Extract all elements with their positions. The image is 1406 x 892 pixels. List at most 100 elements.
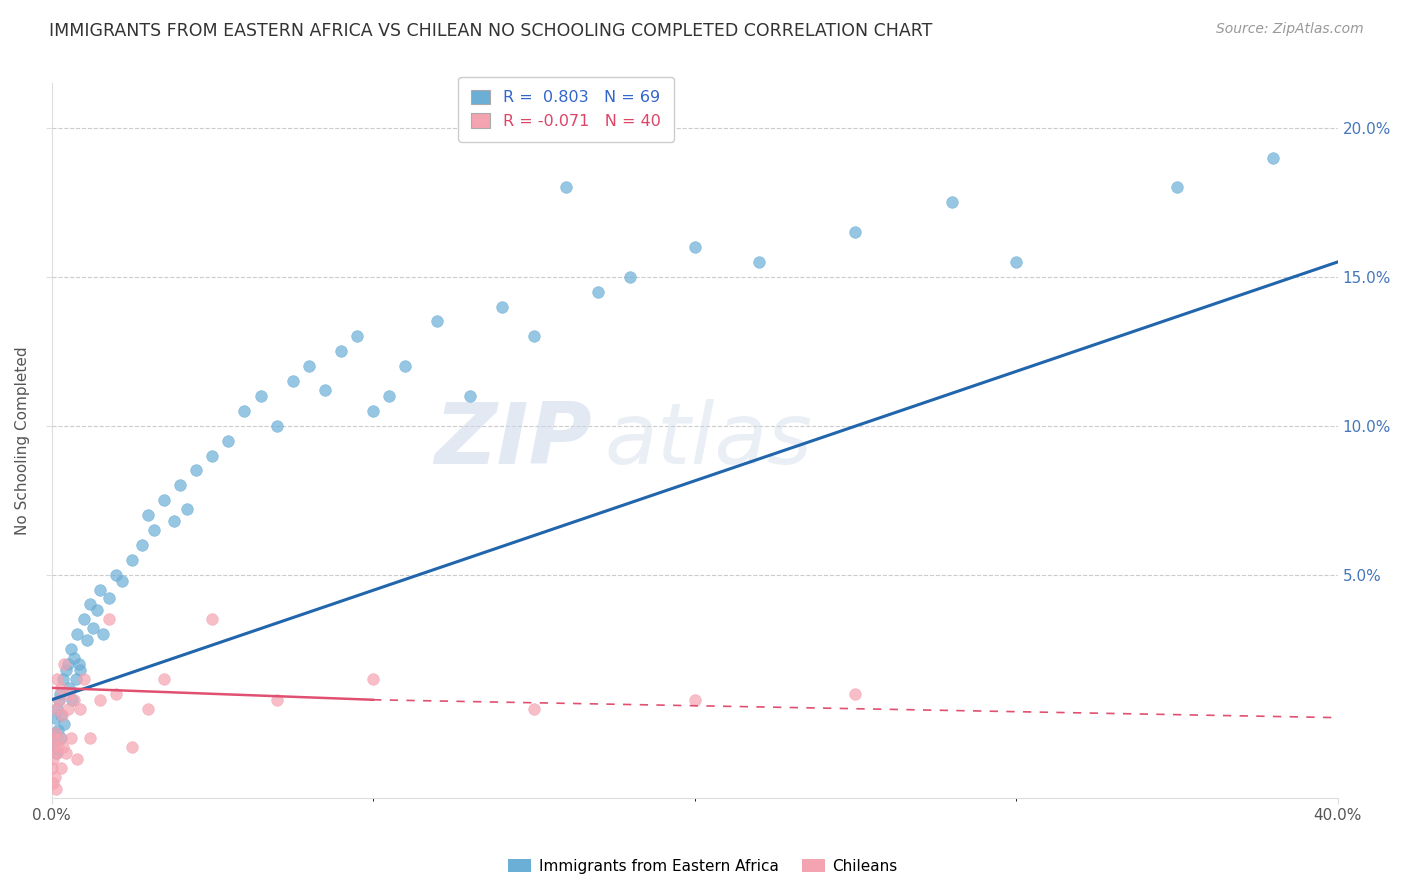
Point (249, 389, 271, 403)
Point (42, 740, 65, 755)
Point (361, 404, 384, 418)
Point (41, 761, 63, 775)
Point (104, 567, 127, 582)
Point (45, 782, 67, 797)
Point (44, 711, 66, 725)
Point (59, 731, 82, 746)
Point (121, 740, 143, 755)
Point (42, 776, 65, 790)
Point (111, 574, 134, 588)
Point (67, 657, 90, 671)
Point (62, 692, 84, 706)
Point (523, 329, 546, 343)
Point (53, 716, 76, 731)
Point (56, 702, 79, 716)
Text: Source: ZipAtlas.com: Source: ZipAtlas.com (1216, 22, 1364, 37)
Point (136, 508, 159, 522)
Point (58, 681, 80, 695)
Point (46, 672, 69, 686)
Point (491, 300, 513, 314)
Point (1166, 180, 1188, 194)
Legend: R =  0.803   N = 69, R = -0.071   N = 40: R = 0.803 N = 69, R = -0.071 N = 40 (458, 77, 673, 142)
Point (52, 740, 75, 755)
Point (1263, 151, 1285, 165)
Point (42, 740, 65, 755)
Point (201, 449, 224, 463)
Point (49, 681, 72, 695)
Point (89, 692, 111, 706)
Point (748, 255, 770, 269)
Point (79, 598, 101, 612)
Point (46, 747, 69, 761)
Point (426, 314, 449, 328)
Point (121, 553, 143, 567)
Point (76, 633, 98, 648)
Point (523, 702, 546, 716)
Point (176, 502, 198, 516)
Point (98, 591, 121, 606)
Point (98, 612, 121, 626)
Point (458, 389, 481, 403)
Point (314, 383, 336, 397)
Point (48, 692, 70, 706)
Text: ZIP: ZIP (434, 399, 592, 483)
Point (46, 740, 69, 755)
Point (153, 493, 176, 508)
Point (48, 731, 70, 746)
Point (55, 663, 77, 677)
Point (82, 621, 104, 635)
Point (619, 269, 641, 284)
Text: IMMIGRANTS FROM EASTERN AFRICA VS CHILEAN NO SCHOOLING COMPLETED CORRELATION CHA: IMMIGRANTS FROM EASTERN AFRICA VS CHILEA… (49, 22, 932, 40)
Point (346, 329, 368, 343)
Point (201, 612, 224, 626)
Point (53, 657, 76, 671)
Point (42, 731, 65, 746)
Point (298, 359, 321, 373)
Text: atlas: atlas (605, 399, 813, 483)
Point (66, 752, 89, 766)
Point (45, 702, 67, 716)
Legend: Immigrants from Eastern Africa, Chileans: Immigrants from Eastern Africa, Chileans (502, 853, 904, 880)
Point (42, 731, 65, 746)
Point (73, 672, 96, 686)
Point (79, 731, 101, 746)
Point (44, 770, 66, 784)
Point (48, 692, 70, 706)
Point (52, 672, 75, 686)
Point (186, 463, 208, 477)
Point (44, 725, 66, 739)
Point (233, 404, 256, 418)
Point (1005, 255, 1028, 269)
Point (51, 761, 73, 775)
Point (266, 692, 288, 706)
Point (683, 692, 706, 706)
Point (941, 195, 963, 210)
Point (217, 434, 239, 448)
Point (266, 418, 288, 433)
Point (329, 344, 352, 359)
Point (63, 651, 86, 665)
Point (281, 374, 304, 388)
Point (51, 707, 73, 722)
Point (89, 582, 111, 597)
Point (65, 672, 87, 686)
Point (49, 731, 72, 746)
Point (66, 627, 89, 641)
Point (844, 687, 866, 701)
Point (153, 672, 176, 686)
Point (104, 687, 127, 701)
Point (46, 702, 69, 716)
Point (361, 672, 384, 686)
Point (683, 240, 706, 254)
Point (44, 725, 66, 739)
Point (69, 702, 91, 716)
Point (56, 657, 79, 671)
Point (131, 538, 153, 552)
Point (42, 752, 65, 766)
Y-axis label: No Schooling Completed: No Schooling Completed (15, 346, 30, 535)
Point (394, 359, 416, 373)
Point (45, 747, 67, 761)
Point (844, 225, 866, 239)
Point (143, 523, 166, 537)
Point (48, 687, 70, 701)
